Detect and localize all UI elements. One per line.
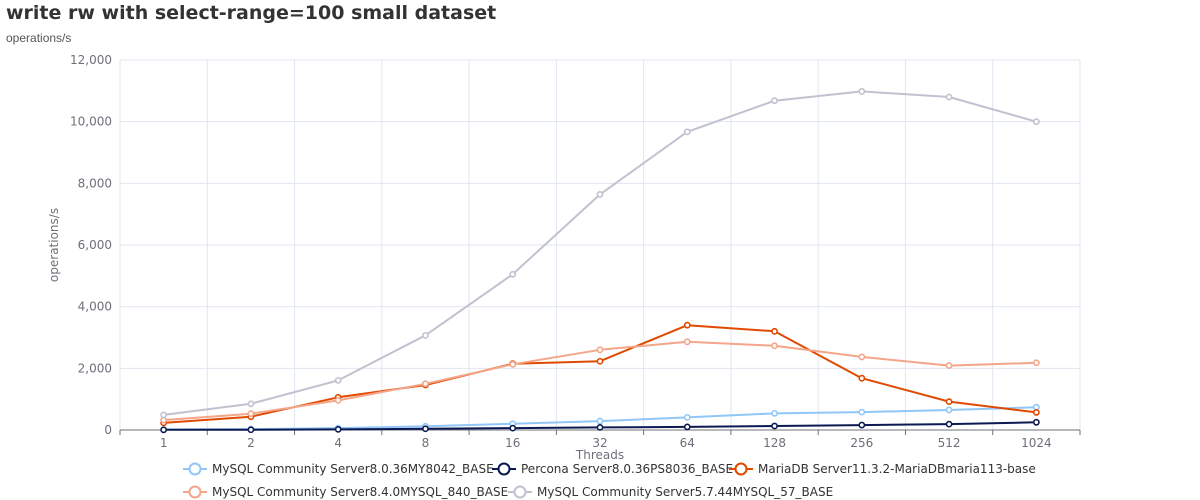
x-tick-label: 16 [505, 436, 520, 450]
axes: 0 2,000 4,000 6,000 8,000 10,000 12,000 1 2 4 8 16 3… [70, 53, 1081, 450]
legend: MySQL Community Server8.0.36MY8042_BASE P… [183, 462, 1036, 499]
data-point[interactable] [683, 413, 691, 421]
data-point[interactable] [945, 398, 953, 406]
data-point[interactable] [160, 426, 168, 434]
legend-item[interactable]: Percona Server8.0.36PS8036_BASE [492, 462, 733, 476]
data-point[interactable] [247, 400, 255, 408]
y-tick-label: 2,000 [78, 361, 112, 375]
data-point[interactable] [683, 321, 691, 329]
data-point[interactable] [596, 423, 604, 431]
data-point[interactable] [509, 424, 517, 432]
chart-title: write rw with select-range=100 small dat… [6, 2, 497, 24]
legend-item[interactable]: MariaDB Server11.3.2-MariaDBmaria113-bas… [729, 462, 1036, 476]
y-tick-label: 10,000 [70, 115, 112, 129]
data-point[interactable] [160, 411, 168, 419]
data-point[interactable] [1032, 418, 1040, 426]
data-point[interactable] [1032, 403, 1040, 411]
data-point[interactable] [422, 425, 429, 433]
data-point[interactable] [422, 380, 429, 388]
series-layer [160, 88, 1040, 434]
y-tick-label: 4,000 [78, 300, 112, 314]
data-point[interactable] [683, 128, 691, 136]
data-point[interactable] [858, 353, 866, 361]
data-point[interactable] [771, 97, 778, 105]
data-point[interactable] [596, 417, 604, 425]
data-point[interactable] [858, 88, 866, 95]
data-point[interactable] [334, 396, 342, 404]
y-tick-label: 0 [104, 423, 112, 437]
data-point[interactable] [1032, 409, 1040, 416]
data-point[interactable] [509, 270, 517, 278]
series-4 [160, 338, 1040, 424]
data-point[interactable] [945, 362, 953, 369]
data-point[interactable] [509, 360, 517, 368]
data-point[interactable] [683, 423, 691, 431]
legend-marker-icon [188, 462, 202, 476]
data-point[interactable] [858, 374, 866, 382]
x-tick-label: 8 [422, 436, 430, 450]
data-point[interactable] [334, 425, 342, 433]
y-tick-label: 12,000 [70, 53, 112, 67]
data-point[interactable] [683, 338, 691, 346]
x-tick-label: 4 [334, 436, 342, 450]
data-point[interactable] [771, 409, 778, 417]
series-5 [160, 88, 1040, 419]
x-tick-label: 128 [763, 436, 786, 450]
data-point[interactable] [945, 406, 953, 414]
legend-item[interactable]: MySQL Community Server8.4.0MYSQL_840_BAS… [183, 485, 508, 499]
x-tick-label: 256 [850, 436, 873, 450]
y-axis-label: operations/s [47, 208, 61, 282]
data-point[interactable] [945, 420, 953, 428]
y-tick-label: 8,000 [78, 176, 112, 190]
data-point[interactable] [160, 416, 168, 424]
legend-item[interactable]: MySQL Community Server5.7.44MYSQL_57_BAS… [508, 485, 833, 499]
data-point[interactable] [771, 327, 778, 335]
series-2 [160, 418, 1040, 434]
data-point[interactable] [858, 408, 866, 416]
legend-label: MySQL Community Server5.7.44MYSQL_57_BAS… [537, 485, 833, 499]
x-tick-label: 1024 [1021, 436, 1052, 450]
x-tick-label: 64 [680, 436, 695, 450]
data-point[interactable] [334, 376, 342, 384]
legend-marker-icon [734, 462, 748, 476]
legend-label: Percona Server8.0.36PS8036_BASE [521, 462, 733, 476]
x-tick-label: 1 [160, 436, 168, 450]
x-tick-label: 32 [592, 436, 607, 450]
x-tick-label: 512 [938, 436, 961, 450]
chart-subtitle: operations/s [6, 31, 72, 45]
y-tick-label: 6,000 [78, 238, 112, 252]
x-axis-label: Threads [575, 448, 624, 462]
legend-label: MariaDB Server11.3.2-MariaDBmaria113-bas… [758, 462, 1036, 476]
data-point[interactable] [596, 191, 604, 198]
data-point[interactable] [596, 346, 604, 354]
data-point[interactable] [247, 426, 255, 434]
data-point[interactable] [771, 422, 778, 430]
legend-item[interactable]: MySQL Community Server8.0.36MY8042_BASE [183, 462, 494, 476]
data-point[interactable] [945, 93, 953, 101]
grid [119, 59, 1081, 431]
data-point[interactable] [247, 410, 255, 418]
legend-marker-icon [497, 462, 511, 476]
legend-marker-icon [513, 485, 527, 499]
x-tick-label: 2 [247, 436, 255, 450]
data-point[interactable] [1032, 359, 1040, 367]
legend-marker-icon [188, 485, 202, 499]
legend-label: MySQL Community Server8.0.36MY8042_BASE [212, 462, 494, 476]
data-point[interactable] [422, 331, 429, 339]
data-point[interactable] [1032, 118, 1040, 126]
legend-label: MySQL Community Server8.4.0MYSQL_840_BAS… [212, 485, 508, 499]
data-point[interactable] [858, 421, 866, 429]
data-point[interactable] [596, 357, 604, 365]
data-point[interactable] [771, 342, 778, 350]
